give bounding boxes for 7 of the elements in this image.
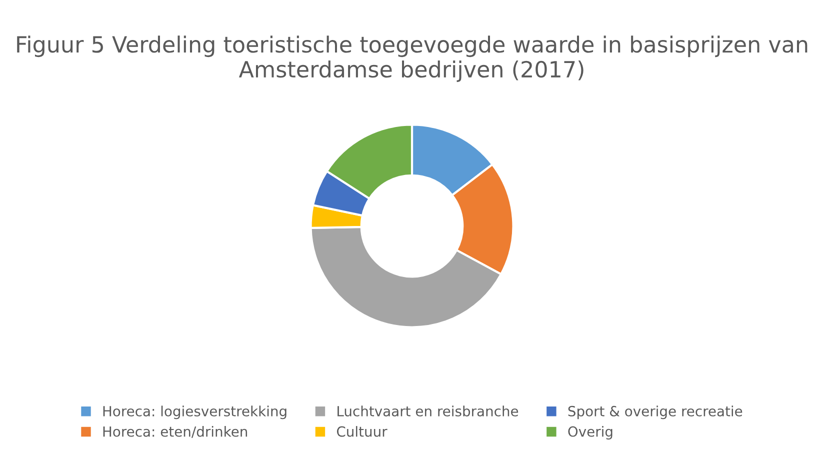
legend-label: Luchtvaart en reisbranche (338, 406, 518, 416)
legend-label: Sport & overige recreatie (568, 406, 742, 420)
legend-label: Horeca: logiesverstrekking (103, 406, 286, 420)
legend-label: Overig (568, 426, 612, 440)
chart-title: Figuur 5 Verdeling toeristische toegevoegde waarde in basisprijzen van Amsterdamse bedrijven (2017) (17, 36, 808, 82)
legend-label: Cultuur (336, 426, 388, 437)
legend-label: Horeca: eten/drinken (103, 426, 248, 438)
